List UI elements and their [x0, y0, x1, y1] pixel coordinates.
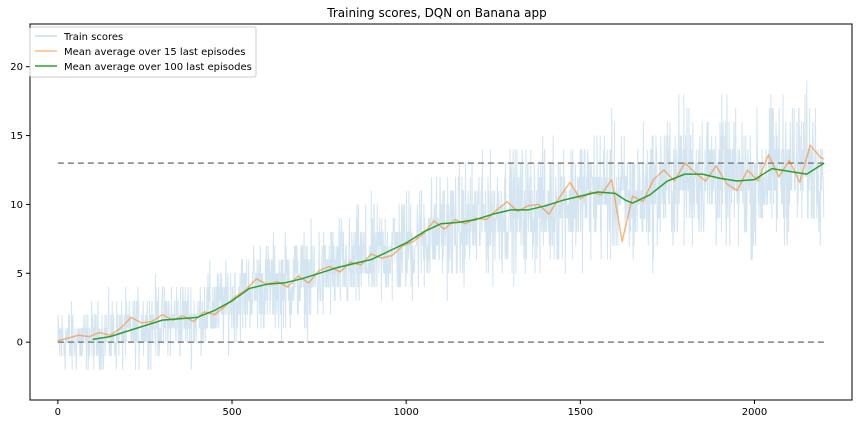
x-tick-label-1000: 1000: [393, 407, 418, 418]
y-tick-label-20: 20: [10, 62, 23, 73]
legend-label-train-scores: Train scores: [63, 32, 123, 43]
series-train-scores: [57, 80, 825, 371]
legend: Train scores Mean average over 15 last e…: [29, 26, 257, 78]
x-tick-label-500: 500: [222, 407, 241, 418]
y-tick-label-15: 15: [10, 131, 23, 142]
legend-box: [29, 26, 257, 78]
y-tick-label-10: 10: [10, 200, 23, 211]
x-tick-label-0: 0: [55, 407, 61, 418]
series-mean-100: [92, 162, 825, 341]
chart-title: Training scores, DQN on Banana app: [326, 6, 546, 20]
legend-label-mean-100: Mean average over 100 last episodes: [64, 62, 252, 73]
y-tick-label-0: 0: [17, 338, 23, 349]
x-tick-label-2000: 2000: [742, 407, 767, 418]
plot-frame: [29, 23, 853, 401]
y-tick-label-5: 5: [17, 269, 23, 280]
legend-label-mean-15: Mean average over 15 last episodes: [64, 47, 245, 58]
plot-area: [57, 80, 825, 371]
axes: 0 500 1000 1500 2000 0 5 10 15 20: [10, 23, 853, 418]
x-tick-label-1500: 1500: [568, 407, 593, 418]
